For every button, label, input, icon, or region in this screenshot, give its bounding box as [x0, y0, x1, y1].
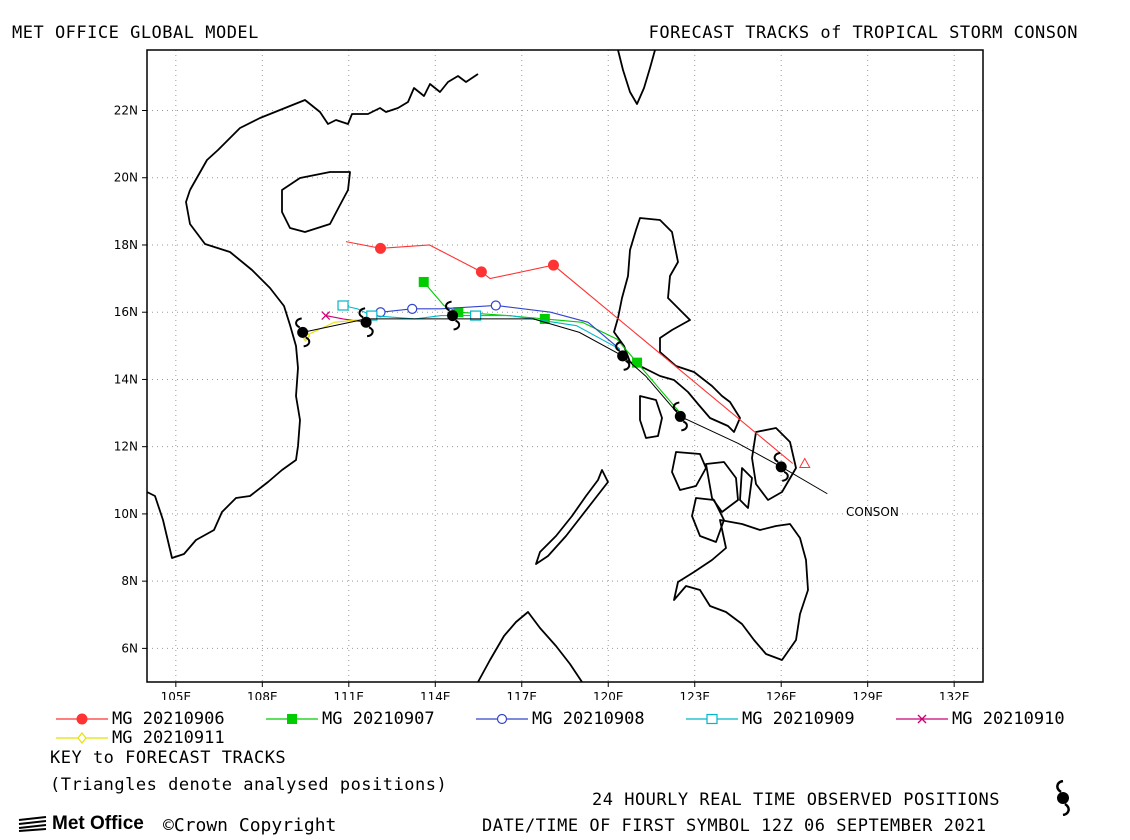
tick-label-lat: 16N [114, 305, 138, 319]
legend-label-0: MG 20210906 [112, 709, 225, 729]
track-marker [917, 714, 927, 724]
track-line [423, 281, 687, 421]
observed-position-symbol [773, 451, 789, 482]
track-marker [496, 713, 508, 725]
track-series-2 [365, 300, 621, 350]
track-marker [706, 713, 718, 725]
observed-positions-note: 24 HOURLY REAL TIME OBSERVED POSITIONS [592, 790, 1000, 810]
track-series-3 [337, 300, 621, 350]
tick-label-lat: 14N [114, 372, 138, 386]
track-marker [366, 310, 378, 321]
tick-label-lon: 129E [852, 690, 883, 700]
track-series-1 [418, 276, 687, 421]
track-marker [547, 259, 559, 271]
met-office-logo-icon [18, 815, 47, 832]
tick-label-lon: 123E [679, 690, 710, 700]
tick-label-lon: 111E [334, 690, 365, 700]
legend-label-2: MG 20210908 [532, 709, 645, 729]
tick-label-lon: 117E [507, 690, 538, 700]
tick-label-lat: 20N [114, 171, 138, 185]
legend-swatch-5 [56, 732, 108, 744]
track-marker [76, 713, 88, 725]
tick-label-lat: 8N [121, 574, 138, 588]
observed-track [295, 300, 828, 495]
cyclone-symbol-icon [1056, 780, 1070, 816]
track-marker [453, 307, 464, 318]
map-title-left: MET OFFICE GLOBAL MODEL [12, 23, 259, 43]
track-marker [632, 357, 643, 368]
observed-track-line [302, 318, 828, 495]
legend-swatch-4 [896, 714, 948, 724]
map-frame [146, 49, 984, 683]
track-marker [77, 732, 87, 744]
track-series-4 [321, 311, 367, 323]
tick-label-lon: 120E [593, 690, 624, 700]
track-marker [321, 311, 331, 321]
forecast-track-map: 105E 108E 111E 114E 117E 120E 123E 126E 129E 132E… [114, 49, 984, 700]
coastlines [146, 49, 809, 683]
track-series-0 [345, 241, 794, 464]
tick-label-lon: 114E [420, 690, 451, 700]
tick-label-lon: 126E [766, 690, 797, 700]
legend-label-1: MG 20210907 [322, 709, 435, 729]
track-line [305, 318, 367, 337]
map-grid [147, 50, 983, 682]
logo-text: Met Office [52, 813, 144, 834]
legend-key-note: (Triangles denote analysed positions) [50, 775, 448, 795]
first-symbol-datetime: DATE/TIME OF FIRST SYMBOL 12Z 06 SEPTEMB… [482, 816, 987, 836]
legend-label-3: MG 20210909 [742, 709, 855, 729]
tick-label-lat: 18N [114, 238, 138, 252]
met-office-logo: Met Office [18, 813, 144, 835]
observed-position-symbol [672, 401, 688, 432]
axis-ticks: 105E 108E 111E 114E 117E 120E 123E 126E 129E 132E… [114, 104, 970, 700]
map-title-right: FORECAST TRACKS of TROPICAL STORM CONSON [648, 23, 1078, 43]
track-line [345, 241, 794, 464]
legend-swatch-3 [686, 713, 738, 725]
legend-label-4: MG 20210910 [952, 709, 1065, 729]
legend-label-5: MG 20210911 [112, 728, 225, 748]
observed-position-symbol [295, 317, 311, 348]
storm-name-label: CONSON [846, 505, 899, 519]
tick-label-lat: 10N [114, 507, 138, 521]
analysed-position-triangle [798, 457, 811, 468]
track-line [325, 315, 367, 323]
track-marker [475, 266, 487, 278]
observed-position-symbol [615, 340, 631, 371]
tick-label-lon: 132E [939, 690, 970, 700]
legend-swatch-1 [266, 714, 318, 724]
observed-position-symbol [358, 307, 374, 338]
copyright-notice: ©Crown Copyright [163, 815, 337, 836]
legend-swatch-0 [56, 713, 108, 725]
track-marker [375, 242, 387, 254]
track-line [365, 304, 621, 350]
track-marker [418, 276, 429, 287]
legend-swatch-2 [476, 713, 528, 725]
forecast-tracks [300, 241, 811, 468]
track-marker [407, 303, 418, 314]
track-series-5 [300, 318, 367, 342]
track-marker [287, 714, 297, 724]
tick-label-lon: 108E [247, 690, 278, 700]
track-line [342, 304, 621, 350]
tick-label-lat: 6N [121, 641, 138, 655]
tick-label-lon: 105E [161, 690, 192, 700]
track-marker [490, 300, 501, 311]
track-marker [470, 310, 482, 321]
observed-position-symbol [444, 300, 461, 331]
tick-label-lat: 12N [114, 440, 138, 454]
track-marker [337, 300, 349, 311]
tick-label-lat: 22N [114, 104, 138, 118]
track-marker [539, 313, 550, 324]
legend-key-title: KEY to FORECAST TRACKS [50, 748, 287, 768]
